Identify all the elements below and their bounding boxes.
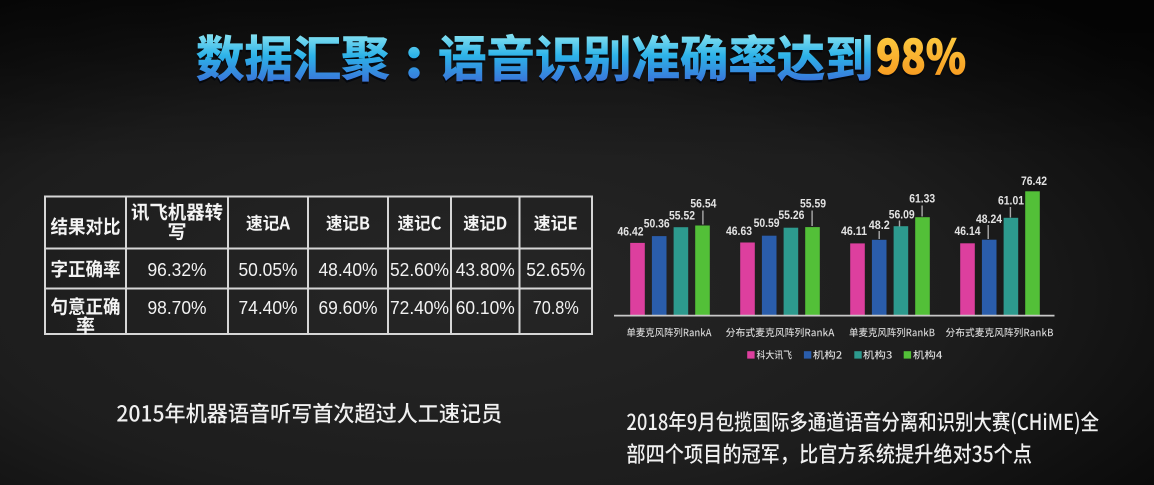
- svg-text:46.14: 46.14: [955, 224, 981, 238]
- svg-text:56.09: 56.09: [889, 207, 915, 221]
- svg-text:50.36: 50.36: [644, 217, 670, 231]
- svg-text:98.70%: 98.70%: [148, 297, 207, 318]
- svg-text:48.24: 48.24: [976, 212, 1002, 226]
- svg-text:46.11: 46.11: [841, 224, 867, 238]
- svg-text:43.80%: 43.80%: [456, 259, 515, 280]
- svg-text:52.60%: 52.60%: [390, 259, 449, 280]
- svg-text:69.60%: 69.60%: [319, 297, 378, 318]
- svg-text:48.40%: 48.40%: [319, 259, 378, 280]
- svg-text:60.10%: 60.10%: [456, 297, 515, 318]
- svg-text:61.01: 61.01: [998, 193, 1024, 207]
- svg-text:46.42: 46.42: [618, 225, 644, 239]
- svg-text:61.33: 61.33: [909, 192, 935, 206]
- svg-text:56.54: 56.54: [690, 197, 716, 211]
- svg-text:52.65%: 52.65%: [526, 259, 585, 280]
- svg-text:46.63: 46.63: [726, 224, 752, 238]
- svg-text:55.59: 55.59: [800, 196, 826, 210]
- svg-text:48.2: 48.2: [869, 218, 890, 232]
- svg-text:50.05%: 50.05%: [239, 259, 298, 280]
- svg-text:55.26: 55.26: [778, 208, 804, 222]
- svg-text:70.8%: 70.8%: [533, 297, 579, 318]
- svg-text:50.59: 50.59: [754, 216, 780, 230]
- svg-text:55.52: 55.52: [669, 208, 695, 222]
- svg-text:76.42: 76.42: [1021, 174, 1047, 188]
- svg-text:74.40%: 74.40%: [239, 297, 298, 318]
- svg-text:96.32%: 96.32%: [148, 259, 207, 280]
- svg-text:72.40%: 72.40%: [390, 297, 449, 318]
